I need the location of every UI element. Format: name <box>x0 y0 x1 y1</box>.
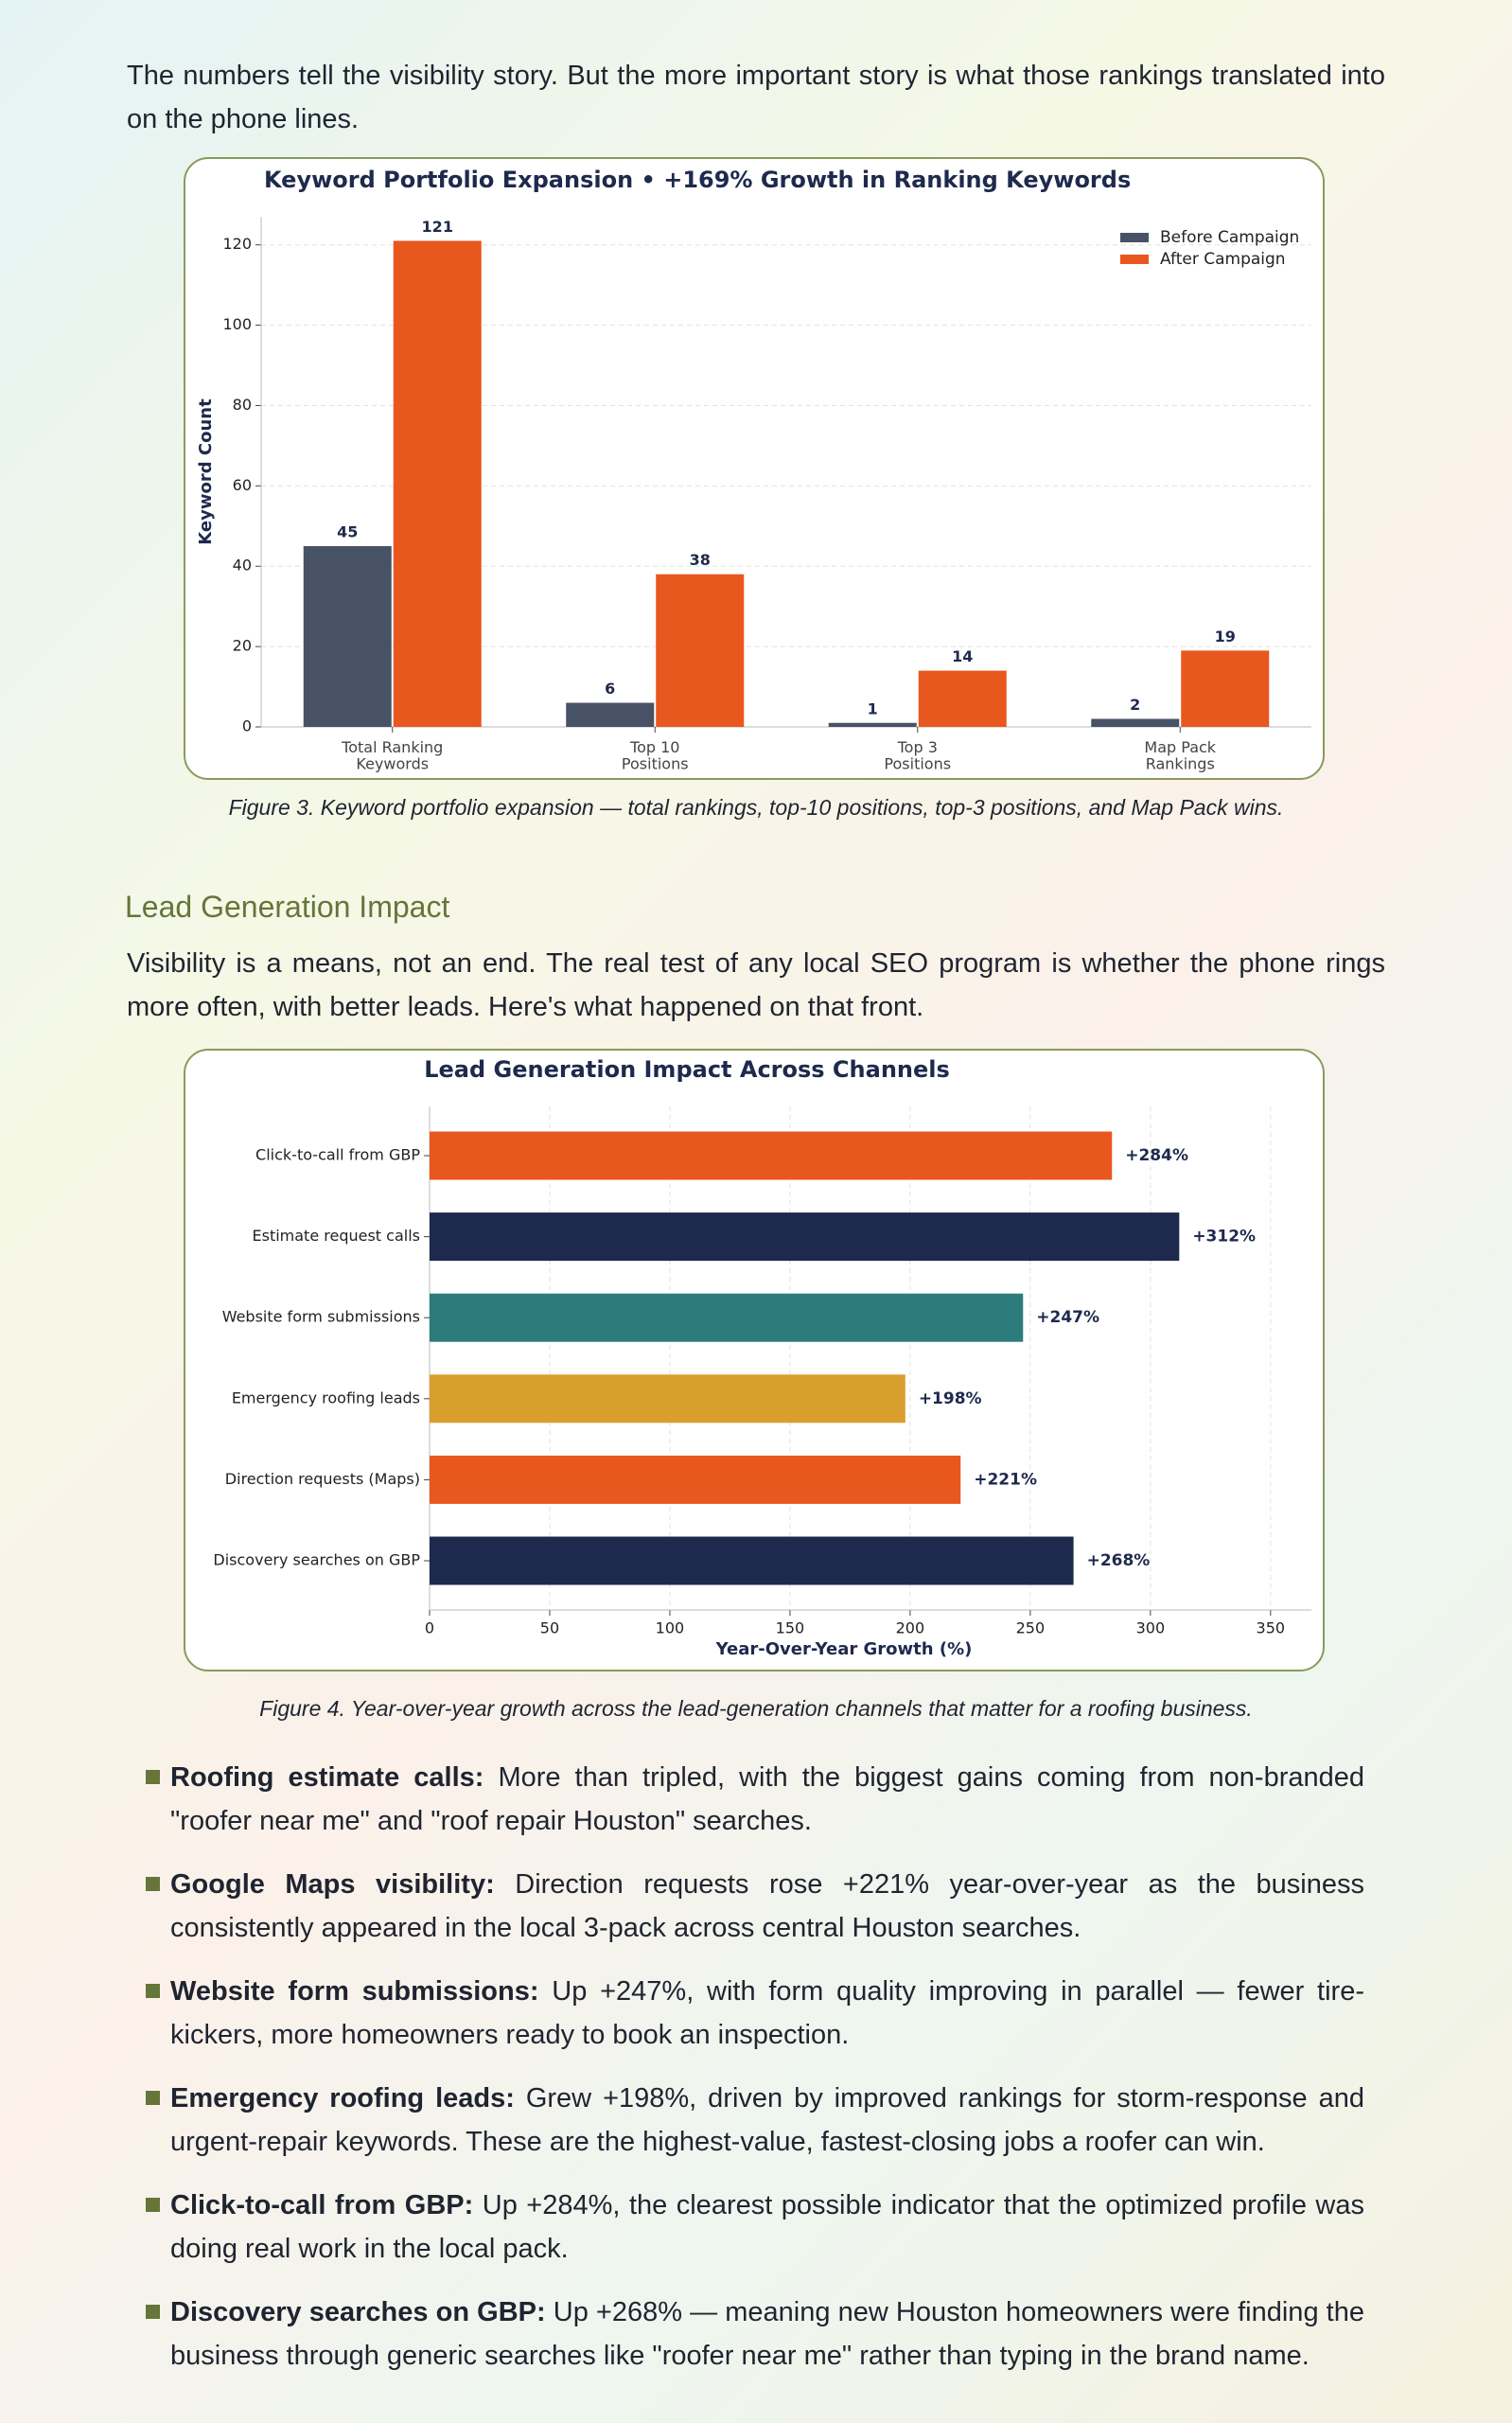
value-label: 121 <box>422 218 453 236</box>
bullet-text: More than tripled, with the biggest gain… <box>170 1762 1364 1836</box>
bar <box>430 1536 1074 1585</box>
x-tick-label: Top 3 Positions <box>884 738 951 773</box>
bullet-text: Up +268% — meaning new Houston homeowner… <box>170 2297 1364 2371</box>
x-tick-label: 200 <box>896 1619 925 1637</box>
value-label: +247% <box>1036 1308 1099 1327</box>
y-tick-label: 20 <box>233 637 252 655</box>
x-tick-label: Total Ranking Keywords <box>341 738 443 773</box>
y-tick-label: Emergency roofing leads <box>232 1388 420 1406</box>
y-tick-label: 60 <box>233 476 252 494</box>
y-tick-label: Direction requests (Maps) <box>225 1470 420 1488</box>
bullet-marker <box>146 1984 160 1998</box>
x-tick-label: 50 <box>540 1619 559 1637</box>
bullet-text: Up +284%, the clearest possible indicato… <box>170 2190 1364 2264</box>
paragraph: Visibility is a means, not an end. The r… <box>127 948 1385 1022</box>
legend-label: Before Campaign <box>1160 228 1299 247</box>
y-tick-label: Website form submissions <box>222 1308 420 1326</box>
legend-swatch <box>1120 233 1149 242</box>
chart: Keyword Portfolio Expansion • +169% Grow… <box>196 167 1311 773</box>
x-tick-label: Top 10 Positions <box>622 738 689 773</box>
value-label: +221% <box>974 1470 1037 1489</box>
bar <box>1181 650 1270 727</box>
bullet: Discovery searches on GBP: Up +268% — me… <box>142 2290 1364 2378</box>
chart-title: Keyword Portfolio Expansion • +169% Grow… <box>264 167 1131 193</box>
x-tick-label: 100 <box>656 1619 685 1637</box>
y-tick-label: 40 <box>233 557 252 575</box>
bar <box>430 1455 961 1504</box>
bullet-marker <box>146 1770 160 1784</box>
bar <box>828 722 917 727</box>
bullet-marker <box>146 1877 160 1891</box>
y-tick-label: 80 <box>233 396 252 414</box>
bullet-label: Emergency roofing leads: <box>170 2083 515 2113</box>
bullet-marker <box>146 2198 160 2212</box>
x-tick-label: 350 <box>1257 1619 1286 1637</box>
value-label: +268% <box>1087 1551 1151 1570</box>
bar <box>566 702 655 727</box>
bullet: Emergency roofing leads: Grew +198%, dri… <box>142 2077 1364 2164</box>
bar <box>1091 718 1180 727</box>
x-axis-label: Year-Over-Year Growth (%) <box>715 1639 973 1659</box>
value-label: 14 <box>952 647 973 665</box>
bar <box>430 1293 1024 1342</box>
bullet-text: Grew +198%, driven by improved rankings … <box>170 2083 1364 2157</box>
bullet-list: Roofing estimate calls: More than triple… <box>142 1756 1364 2397</box>
caption: Figure 4. Year-over-year growth across t… <box>259 1696 1253 1721</box>
value-label: 6 <box>605 680 615 698</box>
value-label: 1 <box>868 699 878 717</box>
chart-card: Lead Generation Impact Across Channels 0 5… <box>184 1049 1325 1671</box>
bullet-marker <box>146 2305 160 2319</box>
legend-swatch <box>1120 255 1149 264</box>
bullet: Google Maps visibility: Direction reques… <box>142 1863 1364 1950</box>
value-label: 38 <box>690 551 711 569</box>
value-label: 45 <box>337 523 358 541</box>
y-tick-label: Click-to-call from GBP <box>255 1146 420 1164</box>
value-label: +312% <box>1192 1228 1256 1247</box>
y-tick-label: 100 <box>222 315 252 333</box>
bullet-text: Direction requests rose +221% year-over-… <box>170 1869 1365 1943</box>
bullet-label: Discovery searches on GBP: <box>170 2297 546 2327</box>
bullet: Click-to-call from GBP: Up +284%, the cl… <box>142 2184 1364 2271</box>
y-axis-label: Keyword Count <box>196 398 216 545</box>
x-tick-label: Map Pack Rankings <box>1144 738 1216 773</box>
bullet-label: Google Maps visibility: <box>170 1869 495 1900</box>
x-tick-label: 150 <box>776 1619 805 1637</box>
y-tick-label: Estimate request calls <box>253 1227 421 1245</box>
value-label: 19 <box>1215 628 1236 646</box>
chart-title: Lead Generation Impact Across Channels <box>424 1056 950 1083</box>
heading: Lead Generation Impact <box>125 890 450 924</box>
bullet-label: Roofing estimate calls: <box>170 1762 484 1793</box>
value-label: +198% <box>919 1389 982 1408</box>
legend-label: After Campaign <box>1160 250 1286 269</box>
bullet-marker <box>146 2091 160 2105</box>
bullet: Roofing estimate calls: More than triple… <box>142 1756 1364 1843</box>
chart-card: Keyword Portfolio Expansion • +169% Grow… <box>184 157 1325 780</box>
bullet-text: Up +247%, with form quality improving in… <box>170 1976 1364 2050</box>
bar <box>918 670 1007 727</box>
intro: The numbers tell the visibility story. B… <box>127 61 1385 134</box>
y-tick-label: 120 <box>222 235 252 253</box>
bar <box>430 1374 905 1424</box>
bullet: Website form submissions: Up +247%, with… <box>142 1970 1364 2057</box>
x-tick-label: 300 <box>1136 1619 1166 1637</box>
bar <box>303 546 392 727</box>
value-label: 2 <box>1130 696 1140 714</box>
bullet-label: Click-to-call from GBP: <box>170 2190 474 2220</box>
y-tick-label: 0 <box>242 717 252 735</box>
bar <box>656 574 745 727</box>
x-tick-label: 0 <box>425 1619 434 1637</box>
caption: Figure 3. Keyword portfolio expansion — … <box>228 795 1284 820</box>
y-tick-label: Discovery searches on GBP <box>213 1551 420 1569</box>
bar <box>430 1212 1180 1262</box>
bullet-label: Website form submissions: <box>170 1976 539 2007</box>
bar <box>430 1131 1113 1180</box>
value-label: +284% <box>1125 1146 1188 1165</box>
bar <box>393 240 482 727</box>
chart: Lead Generation Impact Across Channels 0 5… <box>213 1056 1311 1659</box>
x-tick-label: 250 <box>1016 1619 1046 1637</box>
